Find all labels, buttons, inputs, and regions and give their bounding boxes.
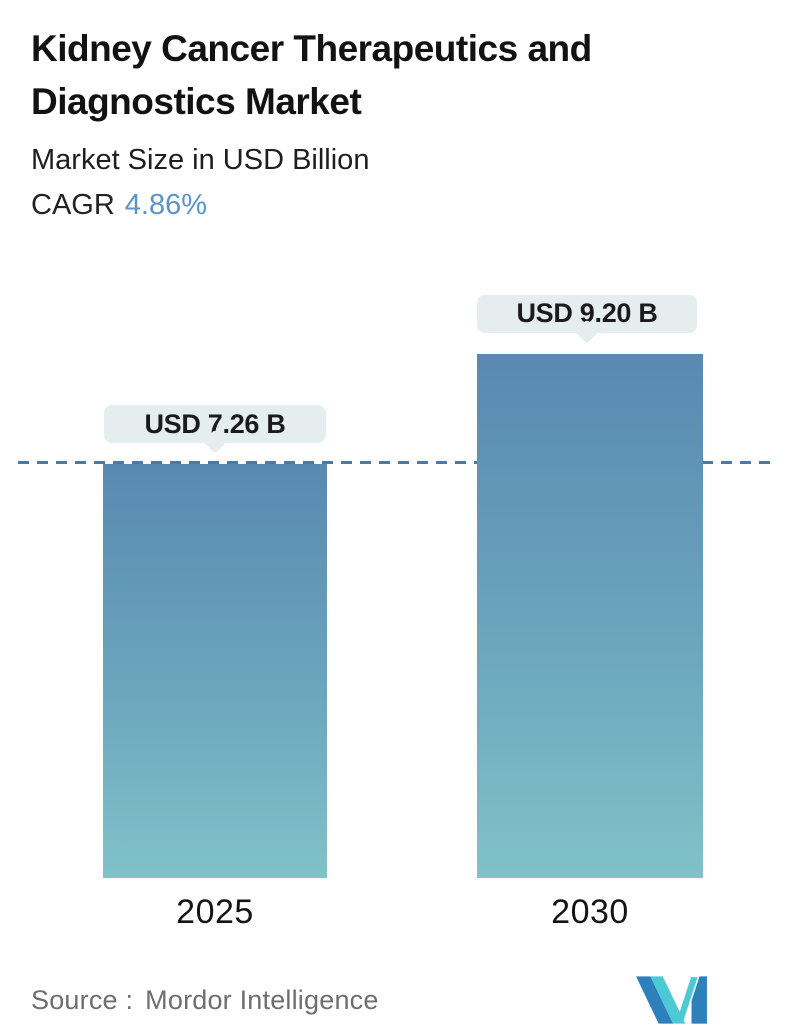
bar-2030[interactable] — [477, 353, 703, 878]
cagr-label: CAGR — [31, 189, 115, 221]
source-value: Mordor Intelligence — [145, 984, 379, 1015]
chart-subtitle: Market Size in USD Billion — [31, 144, 370, 176]
x-axis-label-2030: 2030 — [551, 893, 629, 931]
source-label: Source : — [31, 984, 134, 1015]
page-title: Kidney Cancer Therapeutics and Diagnosti… — [31, 22, 751, 128]
value-label-2030: USD 9.20 B — [477, 294, 697, 333]
cagr-row: CAGR 4.86% — [31, 188, 751, 222]
footer: Source : Mordor Intelligence — [31, 975, 765, 1025]
source-attribution: Source : Mordor Intelligence — [31, 985, 379, 1016]
x-axis-label-2025: 2025 — [176, 893, 254, 931]
value-label-2030-text: USD 9.20 B — [516, 298, 658, 329]
header: Kidney Cancer Therapeutics and Diagnosti… — [31, 22, 751, 222]
value-label-2025-text: USD 7.26 B — [144, 408, 286, 439]
bar-2025[interactable] — [103, 464, 327, 878]
cagr-value: 4.86% — [124, 189, 208, 221]
mordor-intelligence-logo — [636, 975, 707, 1025]
title-line-2: Diagnostics Market — [31, 81, 362, 122]
title-line-1: Kidney Cancer Therapeutics and — [31, 28, 592, 69]
reference-dashed-line — [18, 461, 778, 465]
value-label-2025: USD 7.26 B — [104, 405, 326, 444]
